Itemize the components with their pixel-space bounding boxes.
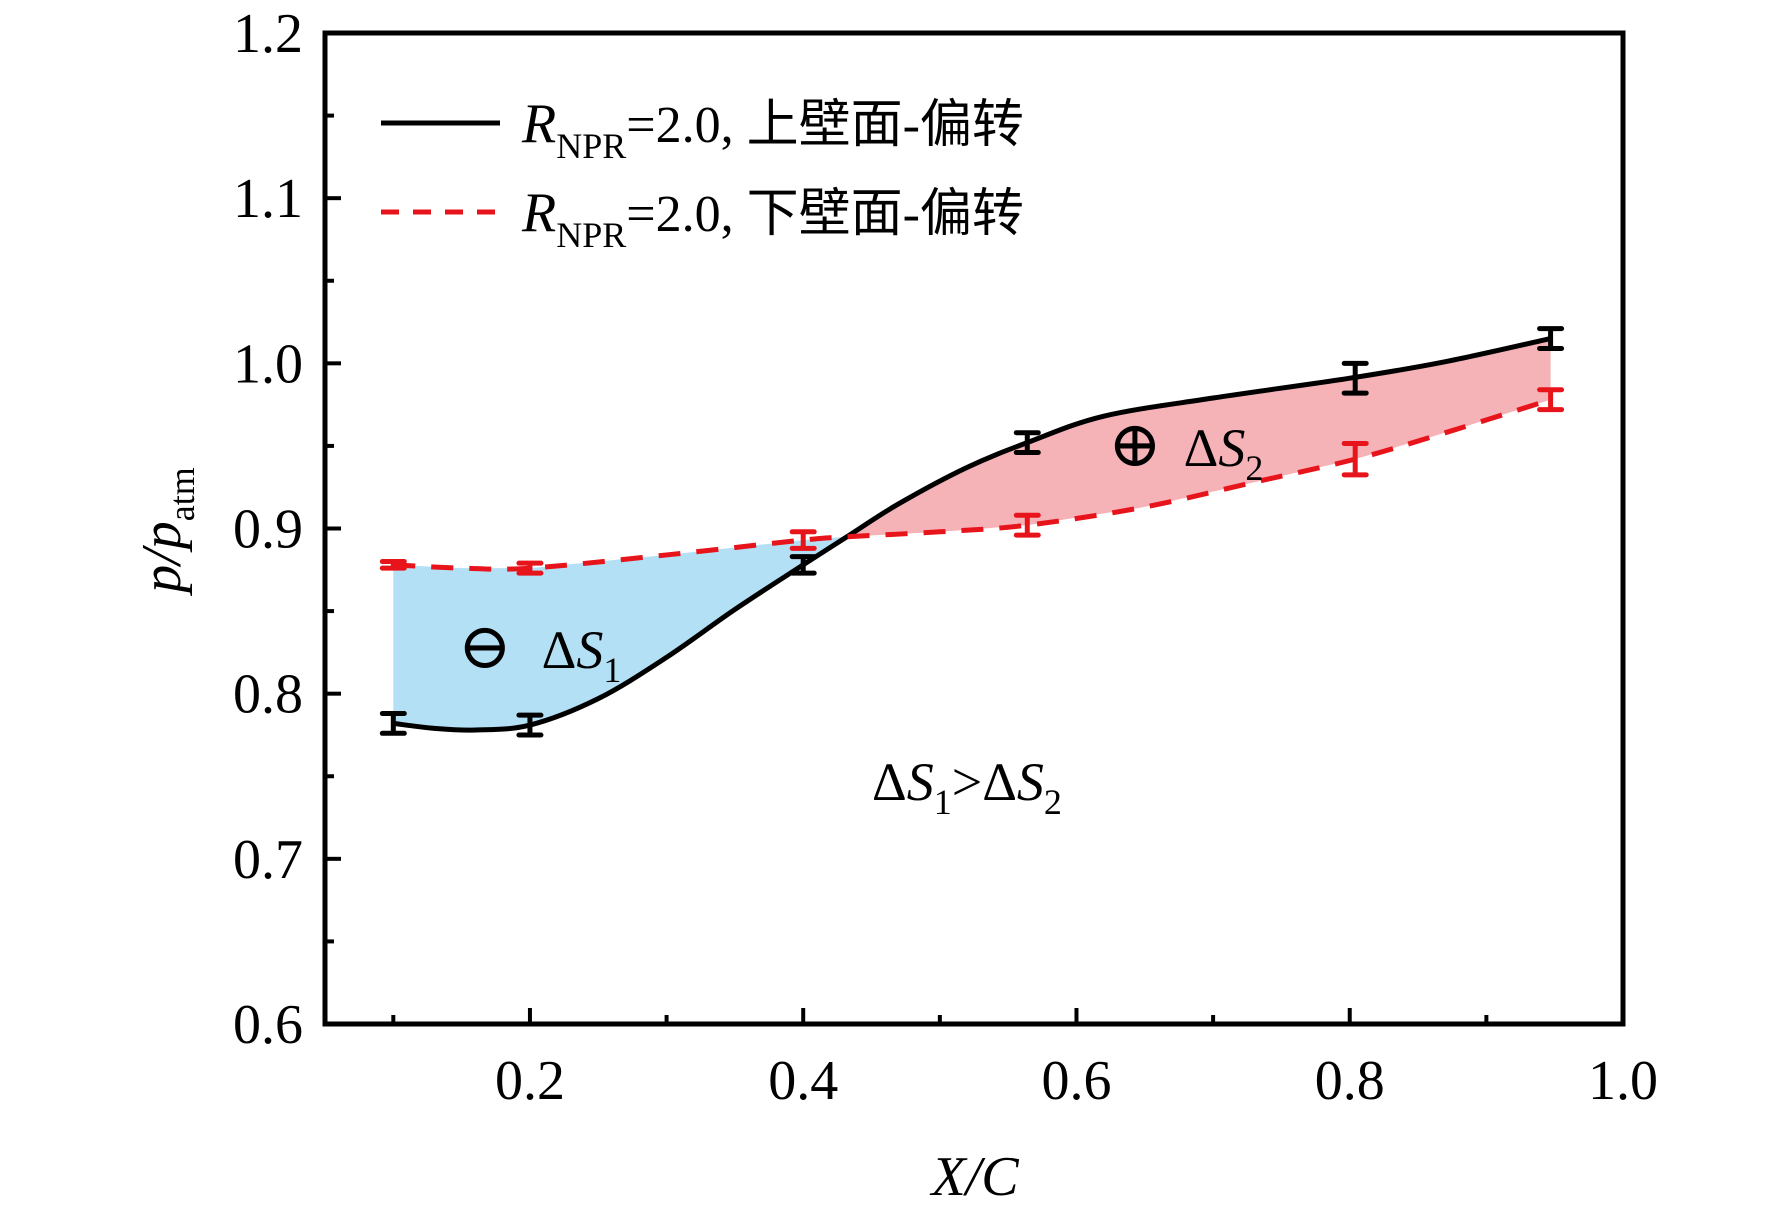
filled-region-1 [393,536,847,730]
annotation-compare: ΔS1>ΔS2 [872,752,1062,822]
error-bars [379,326,1565,738]
x-tick-label: 0.8 [1315,1050,1385,1112]
error-bar [1341,440,1369,478]
plus-circle-icon: ⊕ [1108,409,1162,480]
annotations: ⊖ ΔS1 ⊕ ΔS2 ΔS1>ΔS2 [458,409,1263,822]
x-tick-label: 0.6 [1041,1050,1111,1112]
legend-label-1: RNPR=2.0, 下壁面-偏转 [521,182,1024,255]
legend-label-0: RNPR=2.0, 上壁面-偏转 [521,93,1024,166]
filled-regions [393,338,1551,730]
ticks [325,113,1489,1024]
y-axis-label: p/patm [131,467,202,597]
error-bar [1013,512,1041,538]
error-bar [1537,326,1565,351]
tick-labels: 0.2 0.4 0.6 0.8 1.0 0.6 0.7 0.8 0.9 1.0 1.1 1.2 [233,3,1658,1112]
y-tick-label: 0.6 [233,994,303,1056]
y-tick-label: 1.1 [233,168,303,230]
y-tick-label: 0.7 [233,829,303,891]
y-axis-label-sub: atm [162,467,202,521]
annotation-ds2: ⊕ ΔS2 [1108,409,1263,488]
y-tick-label: 1.2 [233,3,303,65]
y-axis-label-main: p/p [131,521,193,597]
legend: RNPR=2.0, 上壁面-偏转 RNPR=2.0, 下壁面-偏转 [381,93,1024,255]
error-bar [1341,360,1369,396]
y-tick-label: 1.0 [233,333,303,395]
filled-region-2 [846,338,1551,537]
minus-circle-icon: ⊖ [458,611,512,682]
error-bar [789,529,817,551]
y-tick-label: 0.9 [233,499,303,561]
error-bar [516,560,544,576]
error-bar [379,710,407,736]
error-bar [1013,430,1041,456]
annotation-ds1: ⊖ ΔS1 [458,611,621,690]
x-tick-label: 1.0 [1588,1050,1658,1112]
error-bar [379,559,407,571]
error-bar [516,712,544,738]
error-bar [789,554,817,576]
y-tick-label: 0.8 [233,664,303,726]
x-tick-label: 0.4 [768,1050,838,1112]
error-bar [1537,387,1565,413]
x-tick-label: 0.2 [495,1050,565,1112]
x-axis-label: X/C [929,1146,1019,1208]
